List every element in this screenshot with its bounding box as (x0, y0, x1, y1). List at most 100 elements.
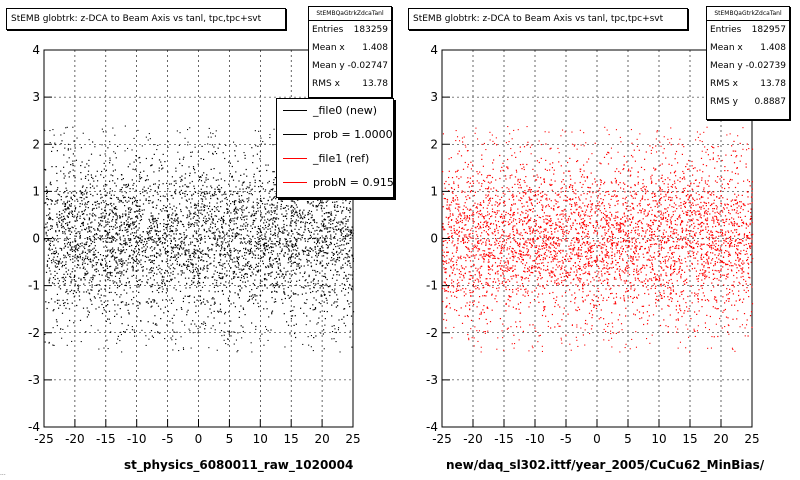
scatter-point (271, 311, 273, 313)
scatter-point (244, 225, 246, 227)
scatter-point (181, 240, 183, 242)
scatter-point (199, 299, 201, 301)
scatter-point (181, 197, 183, 199)
scatter-point (629, 205, 631, 208)
scatter-point (67, 254, 69, 256)
scatter-point (680, 204, 682, 207)
scatter-point (135, 168, 137, 170)
scatter-point (665, 272, 667, 274)
scatter-point (124, 304, 126, 306)
scatter-point (45, 223, 47, 225)
scatter-point (318, 204, 320, 206)
scatter-point (328, 227, 330, 229)
scatter-point (173, 238, 175, 240)
scatter-point (138, 174, 141, 176)
scatter-point (448, 170, 450, 172)
scatter-point (206, 300, 208, 302)
scatter-point (139, 156, 141, 159)
scatter-point (204, 303, 206, 305)
scatter-point (89, 229, 91, 232)
scatter-point (347, 209, 349, 211)
scatter-point (133, 161, 135, 163)
scatter-point (198, 277, 200, 279)
scatter-point (80, 278, 82, 280)
scatter-point (160, 161, 162, 163)
scatter-point (250, 240, 252, 243)
scatter-point (254, 179, 256, 181)
scatter-point (330, 269, 332, 271)
scatter-point (324, 273, 326, 275)
scatter-point (249, 252, 252, 254)
scatter-point (68, 208, 70, 210)
scatter-point (327, 246, 329, 248)
scatter-point (175, 214, 177, 216)
scatter-point (263, 253, 265, 256)
scatter-point (270, 251, 272, 254)
scatter-point (57, 226, 59, 228)
scatter-point (341, 290, 343, 292)
scatter-point (190, 243, 192, 245)
scatter-point (323, 255, 325, 257)
scatter-point (268, 180, 270, 182)
scatter-point (277, 263, 279, 265)
scatter-point (100, 193, 102, 196)
scatter-point (269, 273, 271, 275)
scatter-point (62, 264, 64, 267)
scatter-point (110, 194, 112, 196)
scatter-point (120, 252, 122, 254)
scatter-point (264, 189, 267, 191)
scatter-point (128, 281, 130, 283)
scatter-point (87, 170, 90, 172)
scatter-point (211, 193, 214, 196)
scatter-point (115, 267, 117, 270)
scatter-point (242, 265, 244, 267)
scatter-point (310, 262, 312, 264)
scatter-point (196, 271, 198, 273)
scatter-point (128, 226, 130, 228)
scatter-point (191, 195, 193, 197)
scatter-point (229, 221, 231, 224)
scatter-point (171, 249, 173, 251)
scatter-point (219, 308, 222, 310)
scatter-point (272, 243, 274, 245)
scatter-point (728, 212, 730, 214)
scatter-point (142, 244, 144, 246)
scatter-point (262, 290, 264, 292)
scatter-point (112, 299, 114, 301)
scatter-point (187, 216, 189, 218)
scatter-point (136, 202, 138, 204)
scatter-point (46, 214, 48, 217)
scatter-point (281, 283, 283, 285)
scatter-point (119, 229, 121, 231)
scatter-point (456, 249, 458, 251)
scatter-point (265, 248, 267, 250)
scatter-point (215, 194, 217, 196)
scatter-point (89, 187, 92, 189)
scatter-point (548, 237, 550, 239)
scatter-point (149, 220, 151, 222)
scatter-point (512, 227, 514, 229)
scatter-point (48, 248, 50, 250)
scatter-point (228, 229, 230, 232)
scatter-point (105, 284, 107, 287)
scatter-point (271, 240, 273, 242)
scatter-point (292, 309, 294, 312)
scatter-point (242, 181, 244, 183)
scatter-point (62, 219, 64, 221)
scatter-point (189, 175, 191, 177)
scatter-point (284, 252, 286, 254)
scatter-point (74, 248, 77, 250)
scatter-point (331, 277, 334, 279)
scatter-point (348, 273, 350, 276)
scatter-point (107, 276, 109, 278)
scatter-point (133, 223, 135, 225)
scatter-point (203, 206, 206, 208)
scatter-point (242, 326, 244, 328)
scatter-point (64, 243, 66, 245)
scatter-point (121, 251, 123, 253)
scatter-point (612, 195, 614, 197)
scatter-point (180, 180, 182, 182)
scatter-point (350, 287, 352, 289)
scatter-point (79, 235, 81, 237)
scatter-point (121, 273, 123, 275)
